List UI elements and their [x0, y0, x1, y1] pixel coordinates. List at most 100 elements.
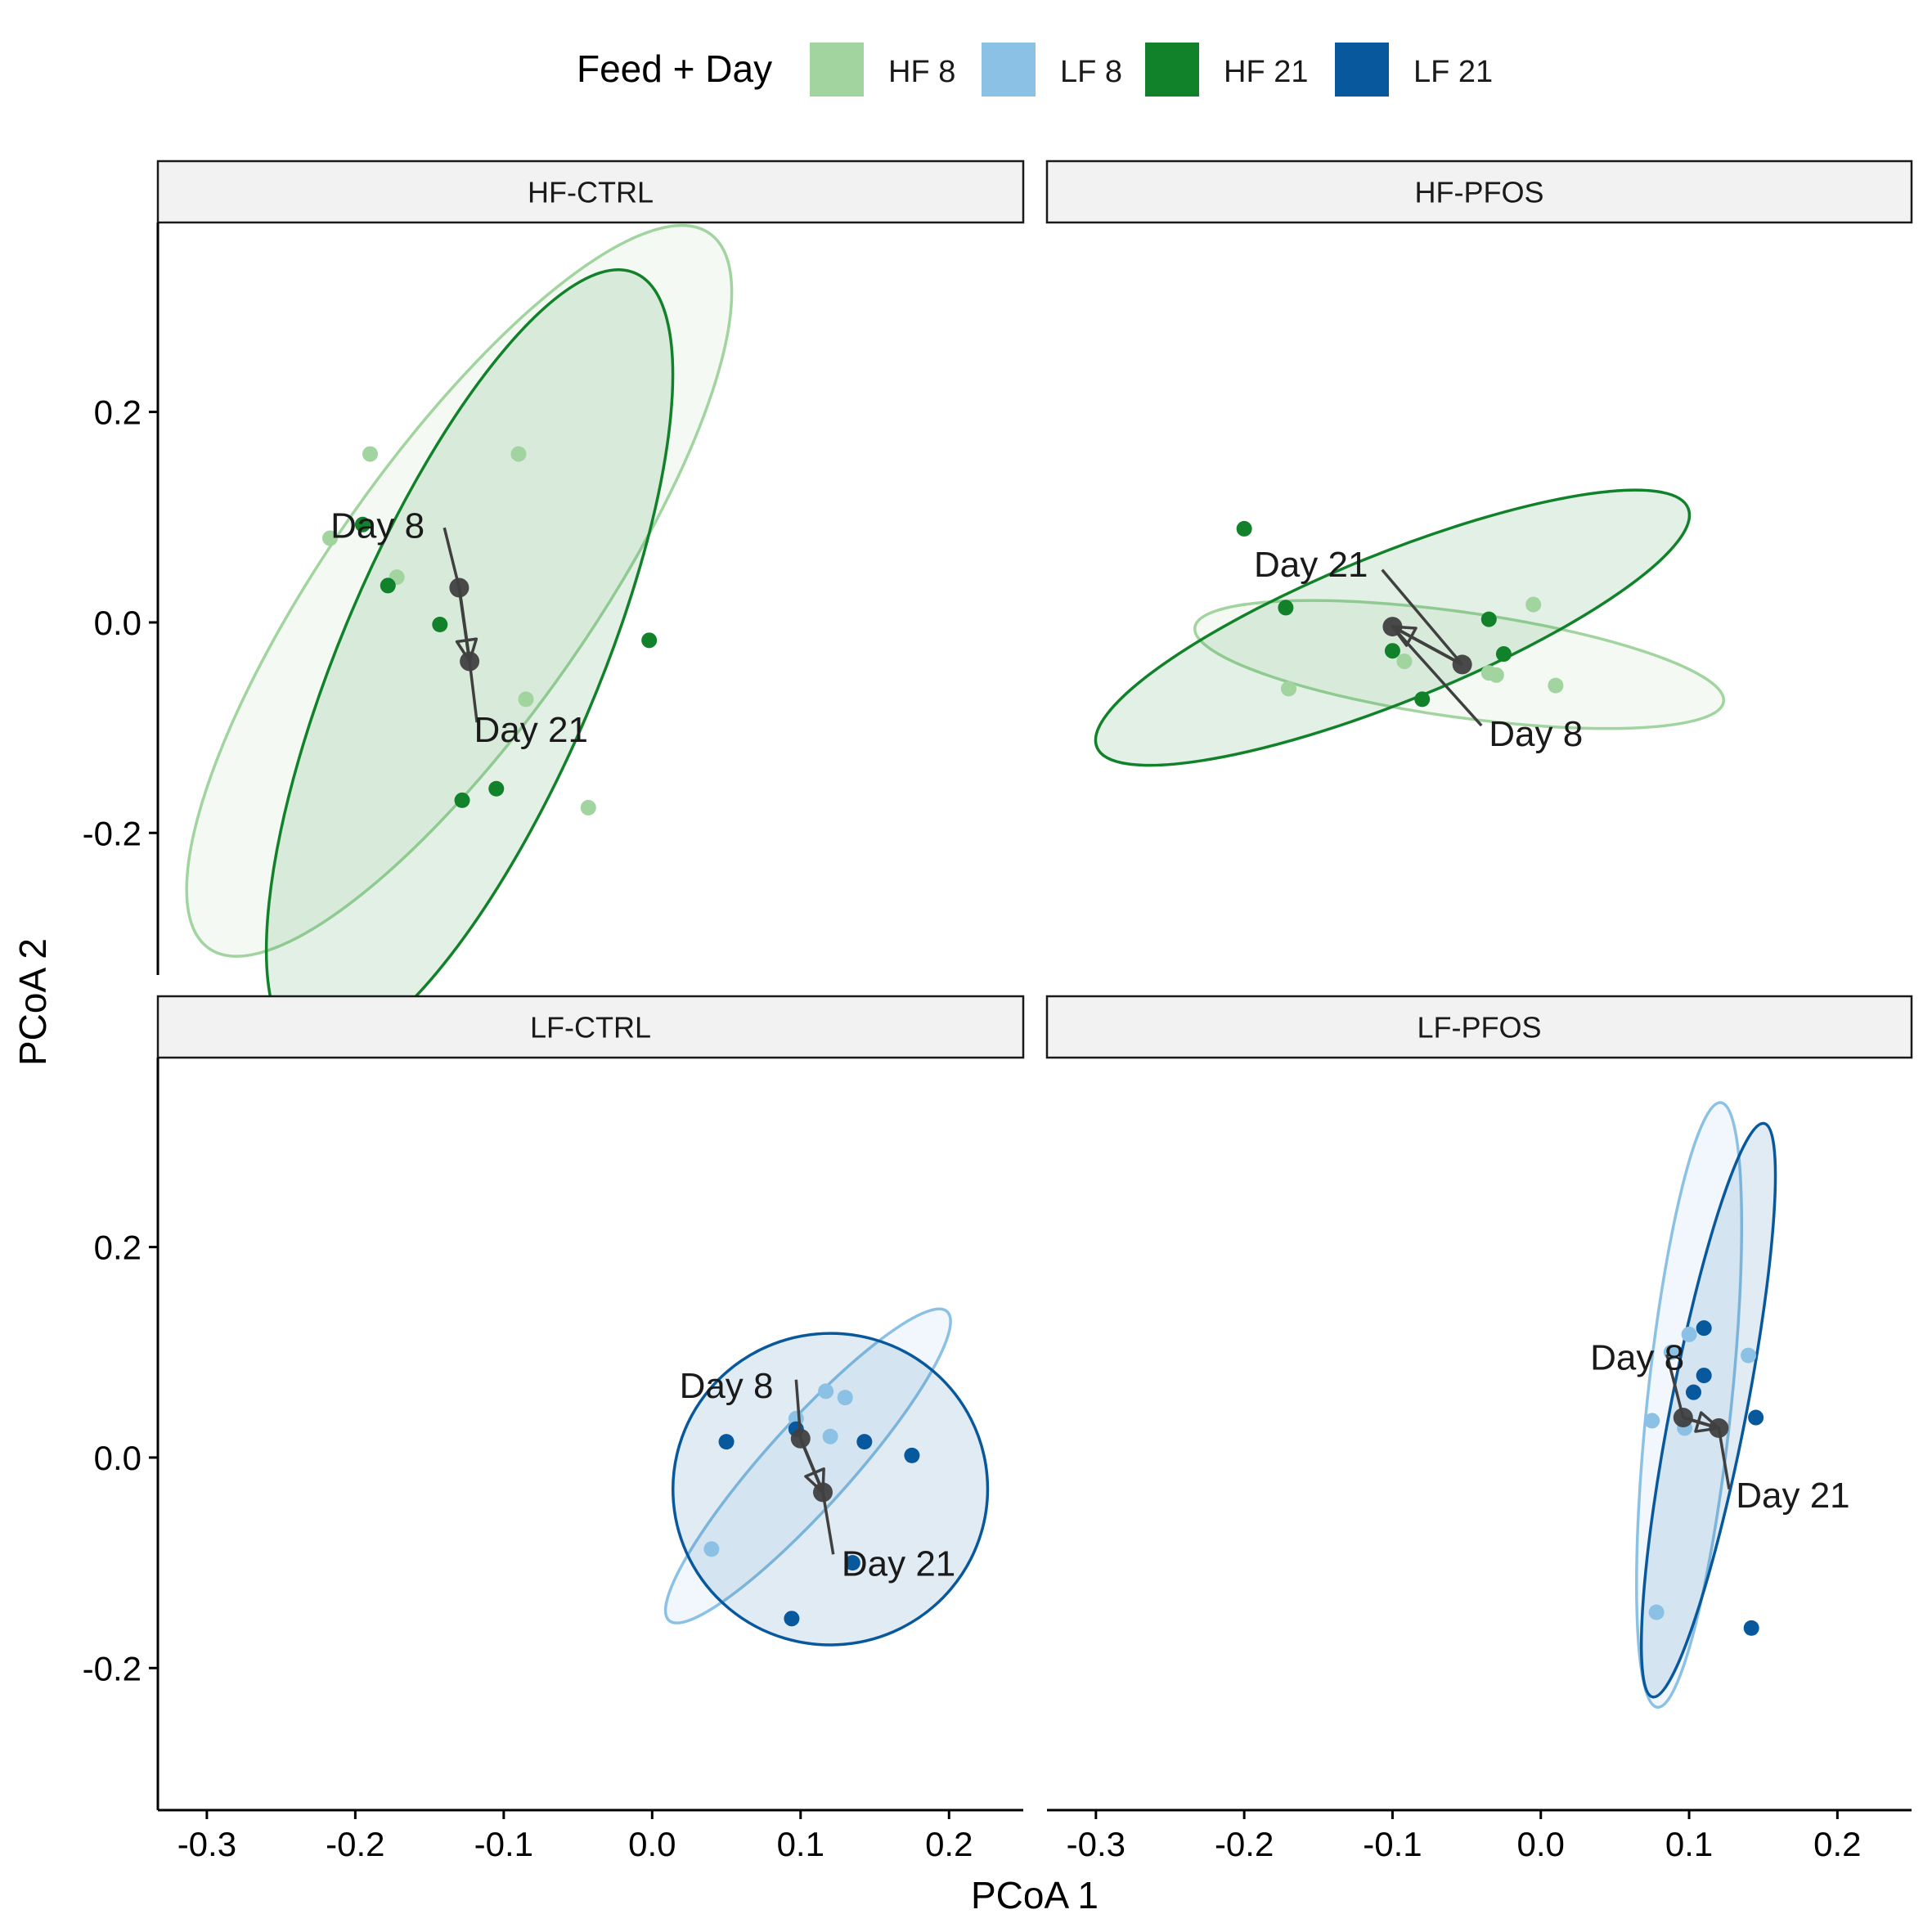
legend-swatch-lf-8	[982, 43, 1036, 97]
annotation-label: Day 8	[680, 1366, 774, 1406]
point-hf-21	[454, 792, 470, 808]
point-lf-21	[1685, 1384, 1701, 1400]
x-tick-label: -0.2	[1215, 1825, 1274, 1863]
x-axis-label: PCoA 1	[971, 1874, 1099, 1916]
panel-title: LF-PFOS	[1417, 1011, 1541, 1045]
point-hf-21	[432, 617, 448, 633]
point-lf-21	[856, 1434, 873, 1450]
ellipse-lf-8	[663, 1307, 952, 1624]
legend-label: HF 21	[1224, 55, 1308, 89]
y-tick-label: 0.0	[94, 1439, 142, 1477]
panel-hf-ctrl: HF-CTRL Day 8 Day 21 -0.2 0.0 0.2	[83, 160, 1025, 1057]
y-tick-label: 0.2	[94, 1229, 142, 1267]
y-tick-label: 0.2	[94, 393, 142, 432]
point-lf-21	[904, 1447, 920, 1463]
point-hf-8	[1488, 667, 1504, 683]
legend-label: LF 21	[1413, 55, 1493, 89]
point-hf-21	[1278, 600, 1294, 616]
point-hf-21	[1480, 611, 1497, 627]
panel-strip	[156, 995, 1025, 1059]
centroid-day-start	[790, 1428, 811, 1449]
label-leader-line	[1665, 1354, 1685, 1418]
legend: Feed + Day HF 8 LF 8 HF 21 LF 21	[577, 43, 1493, 97]
y-tick-label: 0.0	[94, 604, 142, 642]
centroid-arrowhead	[455, 637, 479, 663]
label-leader-line	[1381, 568, 1463, 666]
x-tick-label: 0.2	[925, 1825, 973, 1863]
panel-title: HF-CTRL	[528, 176, 654, 209]
annotation-label: Day 21	[474, 710, 588, 750]
ellipse-lf-8	[1635, 1101, 1744, 1710]
label-leader-line	[821, 1492, 835, 1555]
annotation-label: Day 8	[1590, 1337, 1684, 1377]
point-hf-21	[354, 516, 371, 532]
centroid-arrow-line	[1391, 625, 1463, 667]
x-tick-label: -0.1	[474, 1825, 533, 1863]
centroid-day-end	[1382, 617, 1403, 637]
centroid-day-start	[449, 577, 470, 598]
point-hf-8	[322, 530, 339, 546]
centroid-day-end	[813, 1482, 833, 1503]
point-hf-8	[1548, 677, 1564, 694]
point-lf-8	[818, 1383, 834, 1400]
point-hf-21	[488, 780, 505, 797]
legend-swatch-hf-21	[1145, 43, 1199, 97]
point-hf-21	[1495, 646, 1512, 663]
point-lf-21	[844, 1555, 860, 1571]
label-leader-line	[468, 661, 479, 723]
legend-swatch-hf-8	[810, 43, 864, 97]
point-hf-8	[1525, 596, 1542, 613]
panel-strip	[1045, 995, 1913, 1059]
point-lf-21	[1696, 1368, 1712, 1384]
legend-label: LF 8	[1060, 55, 1122, 89]
point-lf-21	[1748, 1409, 1764, 1426]
x-tick-label: 0.0	[628, 1825, 676, 1863]
x-tick-label: 0.1	[777, 1825, 824, 1863]
centroid-day-end	[1709, 1418, 1729, 1438]
centroid-day-end	[460, 651, 480, 672]
point-hf-21	[641, 632, 658, 649]
point-lf-8	[1644, 1413, 1660, 1429]
x-tick-label: -0.2	[326, 1825, 384, 1863]
y-tick-label: -0.2	[83, 1649, 142, 1687]
x-tick-label: 0.1	[1665, 1825, 1713, 1863]
centroid-arrowhead	[804, 1467, 825, 1494]
point-lf-8	[1681, 1326, 1697, 1342]
point-hf-21	[1414, 691, 1431, 708]
point-lf-8	[1648, 1604, 1665, 1620]
legend-swatch-lf-21	[1335, 43, 1389, 97]
point-lf-8	[822, 1428, 838, 1445]
annotation-label: Day 21	[842, 1544, 955, 1584]
point-hf-8	[518, 691, 534, 708]
label-leader-line	[794, 1379, 802, 1439]
point-hf-8	[580, 799, 596, 815]
point-hf-21	[380, 577, 396, 594]
panel-hf-pfos: HF-PFOS Day 21 Day 8	[1045, 160, 1913, 767]
point-lf-8	[1741, 1347, 1757, 1364]
x-tick-label: -0.3	[1067, 1825, 1126, 1863]
y-tick-label: -0.2	[83, 814, 142, 852]
point-hf-8	[510, 446, 527, 462]
x-tick-label: 0.2	[1813, 1825, 1861, 1863]
panel-strip	[156, 160, 1025, 224]
centroid-arrowhead	[1694, 1411, 1721, 1433]
legend-title: Feed + Day	[577, 47, 772, 90]
x-tick-label: -0.3	[177, 1825, 236, 1863]
point-lf-8	[837, 1390, 853, 1406]
x-tick-label: -0.1	[1363, 1825, 1422, 1863]
point-lf-8	[703, 1541, 720, 1557]
annotation-label: Day 8	[330, 505, 425, 546]
point-lf-21	[718, 1434, 735, 1450]
point-lf-21	[1696, 1320, 1712, 1337]
point-hf-8	[362, 446, 379, 462]
x-tick-label: 0.0	[1517, 1825, 1565, 1863]
label-leader-line	[443, 527, 461, 588]
annotation-label: Day 8	[1489, 714, 1583, 754]
annotation-label: Day 21	[1254, 545, 1368, 585]
centroid-day-start	[1673, 1408, 1693, 1428]
panel-lf-ctrl: LF-CTRL Day 8 Day 21 -0.2 0.0 0.2 -0.3 -0.2 -0.1…	[83, 995, 1025, 1863]
annotation-label: Day 21	[1736, 1476, 1849, 1516]
panel-strip	[1045, 160, 1913, 224]
point-hf-8	[1281, 681, 1297, 697]
